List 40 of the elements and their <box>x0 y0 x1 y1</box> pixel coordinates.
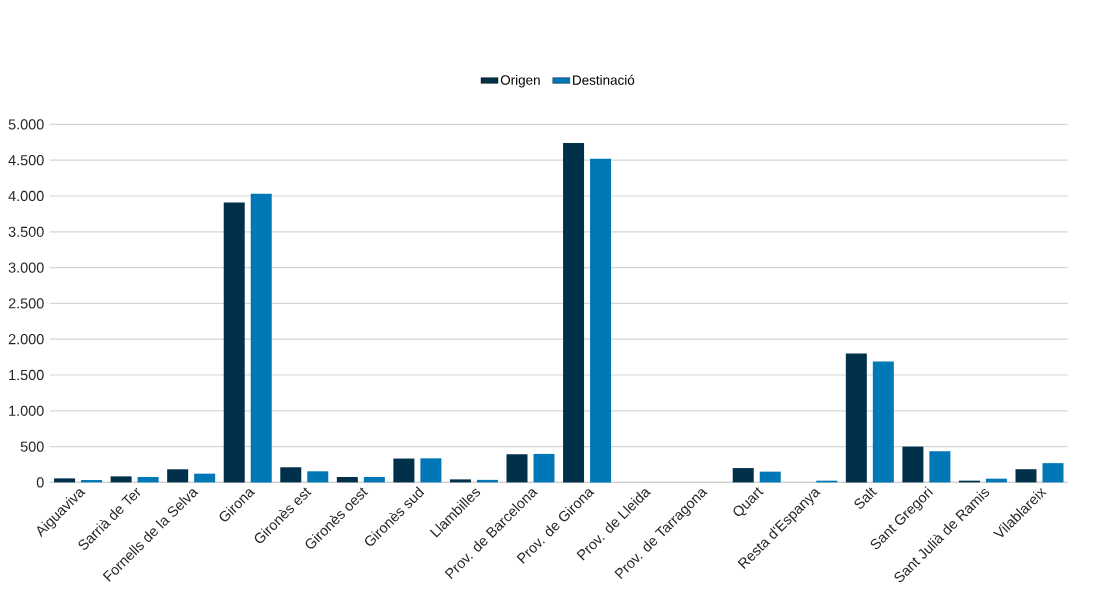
y-tick-label: 1.000 <box>9 405 44 416</box>
bar <box>194 473 216 483</box>
bar <box>533 453 555 483</box>
bar <box>449 479 471 483</box>
bar <box>872 361 894 483</box>
bar <box>845 353 867 483</box>
bar <box>902 446 924 483</box>
bar <box>1042 463 1064 483</box>
legend-label: Destinació <box>573 74 635 85</box>
y-tick-label: 0 <box>36 477 44 488</box>
bar <box>250 193 272 483</box>
bar <box>563 143 585 483</box>
bar <box>506 454 528 483</box>
y-tick-label: 4.000 <box>8 190 44 202</box>
y-tick-label: 3.000 <box>8 262 44 273</box>
bar <box>110 476 132 483</box>
bar <box>223 202 245 483</box>
bar <box>590 158 612 483</box>
bar <box>137 477 159 483</box>
y-tick-label: 2.000 <box>8 334 44 345</box>
bar <box>1015 469 1037 483</box>
bar <box>393 458 415 483</box>
bar <box>732 468 754 483</box>
y-tick-label: 3.500 <box>8 226 44 237</box>
y-tick-label: 1.500 <box>9 369 44 381</box>
x-tick-label: Salt <box>854 487 878 509</box>
bar <box>929 451 951 483</box>
y-tick-label: 500 <box>20 441 44 452</box>
bar <box>54 478 76 483</box>
y-tick-label: 5.000 <box>8 119 44 130</box>
bar <box>307 471 329 483</box>
y-tick-label: 2.500 <box>8 298 44 309</box>
legend-label: Origen <box>500 74 540 88</box>
y-tick-label: 4.500 <box>8 155 44 166</box>
bar <box>280 467 302 483</box>
bar <box>420 458 442 483</box>
bar <box>759 471 781 483</box>
bar <box>167 469 189 483</box>
bar <box>363 477 385 483</box>
bar <box>336 477 358 483</box>
